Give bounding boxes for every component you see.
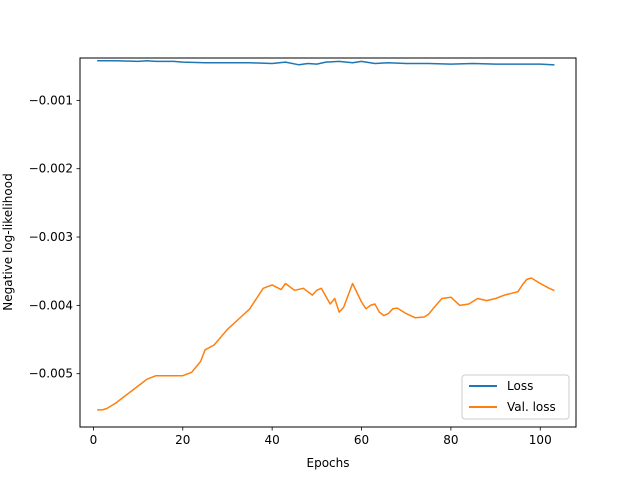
x-tick-label: 80	[443, 433, 458, 447]
y-tick-label: −0.002	[29, 162, 73, 176]
y-tick-label: −0.003	[29, 230, 73, 244]
x-tick-label: 100	[529, 433, 552, 447]
series-line-val-loss	[97, 277, 555, 411]
y-axis-title: Negative log-likelihood	[1, 173, 15, 310]
legend: Loss Val. loss	[461, 374, 570, 420]
x-tick-label: 20	[175, 433, 190, 447]
x-tick-label: 40	[265, 433, 280, 447]
x-tick-label: 0	[90, 433, 98, 447]
series-line-loss	[97, 59, 555, 66]
x-tick-label: 60	[354, 433, 369, 447]
axes-layer: 0 20 40 60 80 100 −0.005 −0.004 −0.003 −0.002 −0.0…	[29, 57, 577, 447]
y-tick-label: −0.004	[29, 298, 73, 312]
x-axis-title: Epochs	[307, 456, 350, 470]
series-layer	[97, 59, 555, 411]
y-tick-label: −0.001	[29, 93, 73, 107]
legend-label-loss: Loss	[507, 379, 533, 393]
y-tick-label: −0.005	[29, 367, 73, 381]
axes-frame	[79, 57, 577, 428]
legend-label-val-loss: Val. loss	[507, 400, 556, 414]
